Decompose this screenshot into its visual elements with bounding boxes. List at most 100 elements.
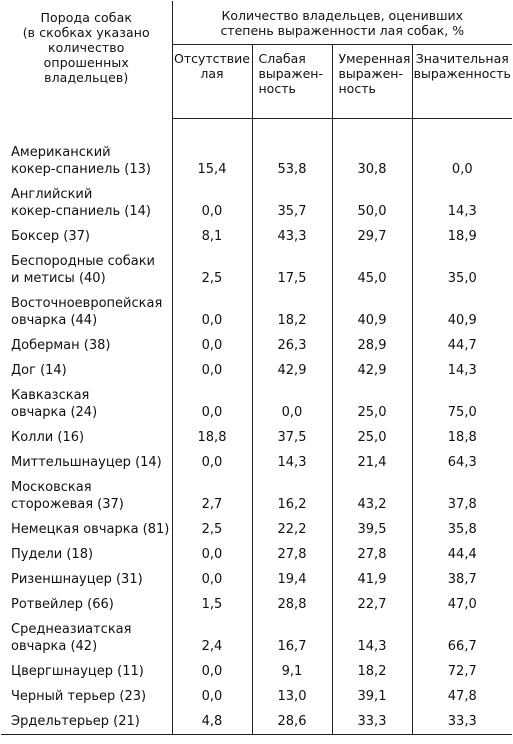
significant-barking-value: 33,3 <box>412 708 513 735</box>
no-barking-value: 0,0 <box>172 332 253 358</box>
breed-name-line: кокер-спаниель (13) <box>11 161 151 177</box>
significant-barking-value: 35,8 <box>447 521 477 537</box>
spacer-cell <box>172 118 253 140</box>
weak-barking-value: 16,2 <box>252 474 333 517</box>
no-barking-value: 0,0 <box>172 449 253 475</box>
breed-cell: Пудели (18) <box>1 541 173 567</box>
breed-cell: Боксер (37) <box>1 223 173 249</box>
moderate-barking-value: 33,3 <box>332 708 413 735</box>
moderate-barking-value: 25,0 <box>332 424 413 450</box>
weak-barking-value: 28,8 <box>252 591 333 617</box>
no-barking-value: 1,5 <box>172 591 253 617</box>
moderate-barking-value: 42,9 <box>332 357 413 383</box>
table-row: Немецкая овчарка (81) 2,5 22,2 39,5 35,8 <box>1 516 512 542</box>
header-line: Значительная <box>415 50 509 66</box>
breed-name-line: Дог (14) <box>11 362 67 378</box>
weak-barking-value: 35,7 <box>252 181 333 224</box>
no-barking-value: 0,0 <box>172 382 253 425</box>
group-header-line: Количество владельцев, оценивших <box>221 8 464 24</box>
moderate-barking-value: 18,2 <box>332 658 413 684</box>
moderate-barking-value: 27,8 <box>332 541 413 567</box>
no-barking-value: 0,0 <box>172 683 253 709</box>
weak-barking-value: 14,3 <box>252 449 333 475</box>
moderate-barking-value: 39,5 <box>332 516 413 542</box>
header-line: лая <box>200 65 224 81</box>
significant-barking-value: 14,3 <box>447 362 477 378</box>
spacer-cell <box>1 118 173 140</box>
significant-barking-value: 72,7 <box>447 663 477 679</box>
breed-name-line: Кавказская <box>11 387 90 403</box>
breed-name-line: Колли (16) <box>11 429 85 445</box>
group-header-line: степень выраженности лая собак, % <box>220 23 465 39</box>
breed-cell: Ризеншнауцер (31) <box>1 566 173 592</box>
significant-barking-value: 47,8 <box>447 688 477 704</box>
significant-barking-value: 66,7 <box>447 638 477 654</box>
table-row: Английский кокер-спаниель (14) 0,0 35,7 50,0… <box>1 181 512 224</box>
table-row: Беспородные собаки и метисы (40) 2,5 17,5 45… <box>1 248 512 291</box>
no-barking-header: Отсутствие лая <box>172 44 253 119</box>
weak-barking-value: 17,5 <box>252 248 333 291</box>
moderate-barking-value: 21,4 <box>332 449 413 475</box>
no-barking-value: 0,0 <box>172 541 253 567</box>
significant-barking-value: 18,9 <box>447 228 477 244</box>
significant-barking-value: 64,3 <box>447 454 477 470</box>
spacer-row <box>1 118 512 140</box>
no-barking-value: 2,4 <box>172 616 253 659</box>
moderate-barking-value: 39,1 <box>332 683 413 709</box>
breed-cell: Восточноевропейская овчарка (44) <box>1 290 173 333</box>
breed-name-line: овчарка (44) <box>11 312 98 328</box>
breed-cell: Цвергшнауцер (11) <box>1 658 173 684</box>
moderate-barking-value: 41,9 <box>332 566 413 592</box>
significant-barking-value: 0,0 <box>451 161 473 177</box>
breed-name-line: кокер-спаниель (14) <box>11 203 151 219</box>
breed-name-line: Восточноевропейская <box>11 295 163 311</box>
breed-cell: Доберман (38) <box>1 332 173 358</box>
breed-name-line: Черный терьер (23) <box>11 688 147 704</box>
moderate-barking-value: 50,0 <box>332 181 413 224</box>
breed-name-line: Доберман (38) <box>11 337 111 353</box>
no-barking-value: 2,5 <box>172 516 253 542</box>
breed-cell: Ротвейлер (66) <box>1 591 173 617</box>
significant-barking-value: 40,9 <box>447 312 477 328</box>
moderate-barking-value: 29,7 <box>332 223 413 249</box>
breed-name-line: сторожевая (37) <box>11 496 124 512</box>
weak-barking-value: 43,3 <box>252 223 333 249</box>
breed-cell: Беспородные собаки и метисы (40) <box>1 248 173 291</box>
breed-header-line: количество <box>47 40 125 55</box>
breed-cell: Миттельшнауцер (14) <box>1 449 173 475</box>
breed-header-line: (в скобках указано <box>22 25 150 40</box>
breed-name-line: Эрдельтерьер (21) <box>11 713 140 729</box>
no-barking-value: 0,0 <box>172 566 253 592</box>
weak-barking-value: 18,2 <box>252 290 333 333</box>
breed-cell: Кавказская овчарка (24) <box>1 382 173 425</box>
table-row: Ротвейлер (66) 1,5 28,8 22,7 47,0 <box>1 591 512 617</box>
table-row: Американский кокер-спаниель (13) 15,4 53,8 3… <box>1 139 512 182</box>
breed-name-line: Миттельшнауцер (14) <box>11 454 162 470</box>
significant-barking-header: Значительная выраженность <box>412 44 513 119</box>
breed-cell: Дог (14) <box>1 357 173 383</box>
significant-barking-value: 35,0 <box>447 270 477 286</box>
breed-cell: Московская сторожевая (37) <box>1 474 173 517</box>
significant-barking-value: 44,7 <box>447 337 477 353</box>
spacer-cell <box>252 118 333 140</box>
table-row: Пудели (18) 0,0 27,8 27,8 44,4 <box>1 541 512 567</box>
moderate-barking-value: 43,2 <box>332 474 413 517</box>
weak-barking-value: 9,1 <box>252 658 333 684</box>
significant-barking-value: 75,0 <box>447 404 477 420</box>
header-line: выраженность <box>413 65 511 81</box>
table-row: Колли (16) 18,8 37,5 25,0 18,8 <box>1 424 512 450</box>
breed-cell: Колли (16) <box>1 424 173 450</box>
no-barking-value: 15,4 <box>172 139 253 182</box>
breed-name-line: Среднеазиатская <box>11 621 132 637</box>
significant-barking-value: 18,8 <box>447 429 477 445</box>
no-barking-value: 0,0 <box>172 181 253 224</box>
breed-name-line: Американский <box>11 144 111 160</box>
table-row: Дог (14) 0,0 42,9 42,9 14,3 <box>1 357 512 383</box>
breed-name-line: Немецкая овчарка (81) <box>11 521 170 537</box>
no-barking-value: 0,0 <box>172 357 253 383</box>
breed-name-line: Беспородные собаки <box>11 253 155 269</box>
weak-barking-value: 53,8 <box>252 139 333 182</box>
weak-barking-value: 19,4 <box>252 566 333 592</box>
